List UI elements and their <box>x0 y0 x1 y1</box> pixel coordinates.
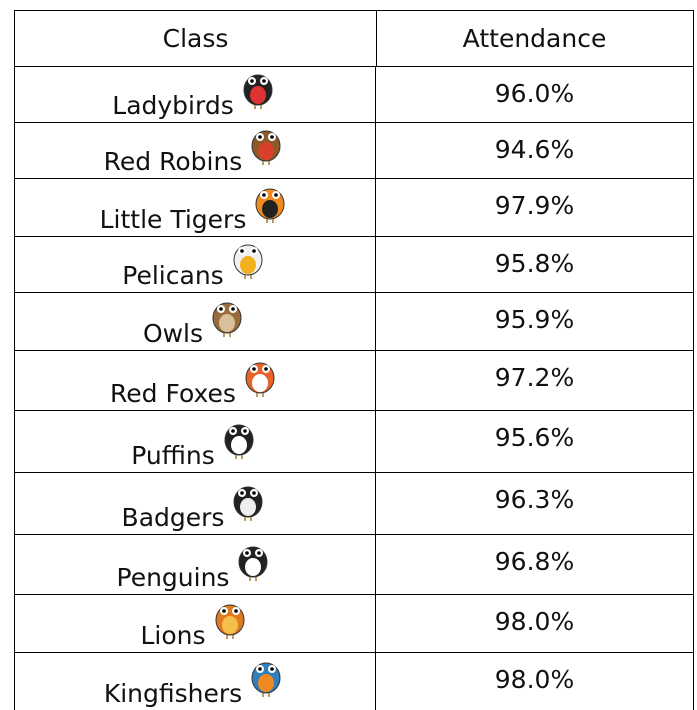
class-name: Ladybirds <box>112 91 233 120</box>
attendance-cell: 98.0% <box>376 595 693 652</box>
class-cell: Owls <box>15 293 376 350</box>
class-cell: Kingfishers <box>15 653 376 710</box>
class-name: Lions <box>140 621 205 650</box>
attendance-cell: 97.9% <box>376 179 693 236</box>
table-row: Penguins 96.8% <box>14 534 694 594</box>
animal-icon <box>228 478 268 522</box>
table-row: Badgers 96.3% <box>14 472 694 534</box>
table-row: Owls 95.9% <box>14 292 694 350</box>
class-name: Red Foxes <box>110 379 236 408</box>
table-row: Ladybirds 96.0% <box>14 66 694 122</box>
table-row: Little Tigers 97.9% <box>14 178 694 236</box>
attendance-cell: 96.0% <box>376 67 693 122</box>
attendance-cell: 97.2% <box>376 351 693 410</box>
attendance-cell: 95.8% <box>376 237 693 292</box>
table-row: Lions 98.0% <box>14 594 694 652</box>
class-cell: Puffins <box>15 411 376 472</box>
animal-icon <box>207 294 247 338</box>
animal-icon <box>246 654 286 698</box>
animal-icon <box>246 122 286 166</box>
header-cell: Attendance <box>376 11 693 66</box>
attendance-cell: 95.6% <box>376 411 693 472</box>
class-cell: Badgers <box>15 473 376 534</box>
animal-icon <box>250 180 290 224</box>
class-cell: Penguins <box>15 535 376 594</box>
class-name: Kingfishers <box>104 679 242 708</box>
animal-icon <box>238 66 278 110</box>
table-row: Red Robins 94.6% <box>14 122 694 178</box>
class-name: Little Tigers <box>100 205 247 234</box>
class-name: Red Robins <box>104 147 243 176</box>
class-cell: Ladybirds <box>15 67 376 122</box>
class-cell: Pelicans <box>15 237 376 292</box>
animal-icon <box>228 236 268 280</box>
table-row: Kingfishers 98.0% <box>14 652 694 710</box>
animal-icon <box>219 416 259 460</box>
class-cell: Little Tigers <box>15 179 376 236</box>
class-name: Penguins <box>117 563 230 592</box>
attendance-cell: 95.9% <box>376 293 693 350</box>
attendance-cell: 94.6% <box>376 123 693 178</box>
class-name: Puffins <box>131 441 215 470</box>
table-row: Puffins 95.6% <box>14 410 694 472</box>
attendance-cell: 96.3% <box>376 473 693 534</box>
class-name: Badgers <box>122 503 225 532</box>
attendance-cell: 96.8% <box>376 535 693 594</box>
class-cell: Red Robins <box>15 123 376 178</box>
page: ClassAttendance Ladybirds 96.0% Red Robins 9… <box>0 0 697 702</box>
animal-icon <box>240 354 280 398</box>
class-cell: Red Foxes <box>15 351 376 410</box>
header-cell: Class <box>15 11 377 66</box>
animal-icon <box>210 596 250 640</box>
table-row: Red Foxes 97.2% <box>14 350 694 410</box>
class-name: Owls <box>143 319 203 348</box>
animal-icon <box>233 538 273 582</box>
table-row: Pelicans 95.8% <box>14 236 694 292</box>
attendance-cell: 98.0% <box>376 653 693 710</box>
class-name: Pelicans <box>122 261 223 290</box>
class-cell: Lions <box>15 595 376 652</box>
